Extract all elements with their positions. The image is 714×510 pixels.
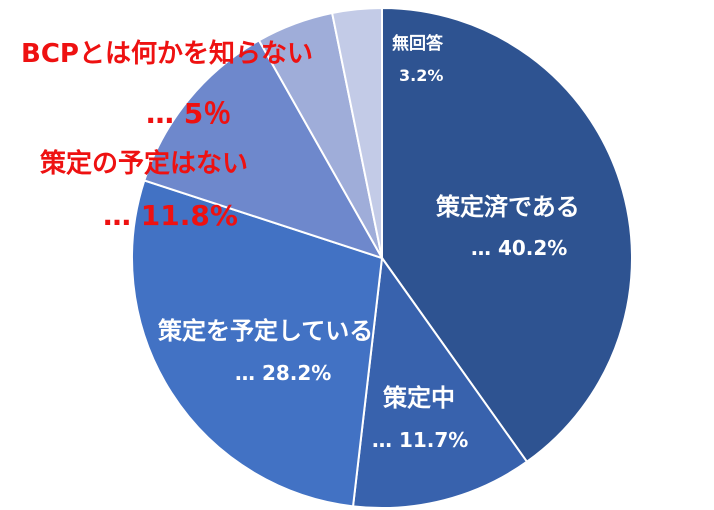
slice-value-無回答: 3.2% xyxy=(399,66,444,85)
slice-value-策定済である: … 40.2% xyxy=(471,236,568,260)
pie-slice-5 xyxy=(330,6,383,259)
slice-label-策定を予定している: 策定を予定している xyxy=(158,317,374,345)
pie-slice-2 xyxy=(131,179,384,508)
slice-value-策定を予定している: … 28.2% xyxy=(235,361,332,385)
slice-label-策定の予定はない: 策定の予定はない xyxy=(40,149,249,179)
pie-slice-0 xyxy=(381,6,633,464)
slice-value-bcpとは何かを知らない: … 5％ xyxy=(146,97,232,130)
slice-label-bcpとは何かを知らない: BCPとは何かを知らない xyxy=(21,39,313,69)
slice-label-無回答: 無回答 xyxy=(392,34,443,54)
slice-label-策定済である: 策定済である xyxy=(436,193,580,221)
pie-slice-1 xyxy=(351,255,529,509)
slice-label-策定中: 策定中 xyxy=(383,384,455,412)
slice-value-策定中: … 11.7% xyxy=(372,428,469,452)
slice-value-策定の予定はない: … 11.8% xyxy=(103,199,238,232)
pie-slice-3 xyxy=(143,39,385,260)
